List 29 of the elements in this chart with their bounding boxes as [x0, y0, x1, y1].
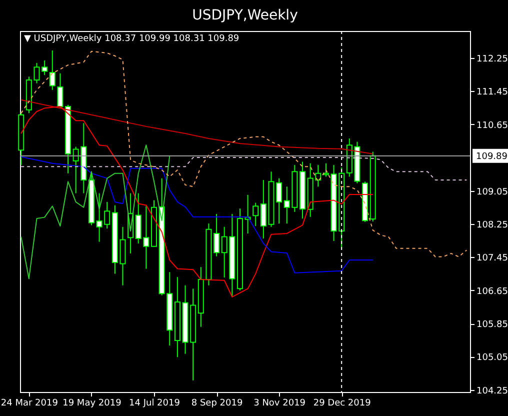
line-series	[20, 144, 170, 280]
line-series	[20, 156, 374, 274]
x-tick-label: 29 Dec 2019	[313, 398, 372, 408]
line-series	[20, 157, 468, 180]
x-tick-label: 3 Nov 2019	[254, 398, 306, 408]
y-tick-label: 105.05	[476, 353, 508, 364]
candlestick	[42, 60, 48, 76]
y-tick-label: 106.65	[476, 286, 508, 297]
y-tick-label: 109.05	[476, 187, 508, 198]
annotation: ▼ USDJPY,Weekly 108.37 109.99 108.31 109.89	[24, 34, 240, 44]
candlestick	[57, 72, 64, 109]
candlestick	[214, 213, 220, 257]
y-tick-label: 105.85	[476, 320, 508, 330]
y-tick-label: 104.25	[476, 386, 508, 396]
candlestick	[49, 50, 56, 90]
x-tick-label: 19 May 2019	[62, 398, 122, 408]
line-series	[20, 99, 374, 154]
y-tick-label: 108.25	[476, 220, 508, 230]
y-tick-label: 112.25	[476, 54, 508, 64]
chart-title: USDJPY,Weekly	[192, 8, 298, 24]
x-tick-label: 8 Sep 2019	[191, 398, 243, 408]
candlestick	[252, 202, 259, 227]
y-tick-label: 111.45	[476, 88, 508, 98]
x-tick-label: 14 Jul 2019	[129, 398, 180, 408]
ref-line-label: 109.89	[476, 152, 508, 162]
y-tick-label: 110.65	[476, 120, 508, 131]
y-tick-label: 107.45	[476, 254, 508, 264]
x-tick-label: 24 Mar 2019	[0, 398, 58, 408]
candlestick	[276, 178, 282, 224]
